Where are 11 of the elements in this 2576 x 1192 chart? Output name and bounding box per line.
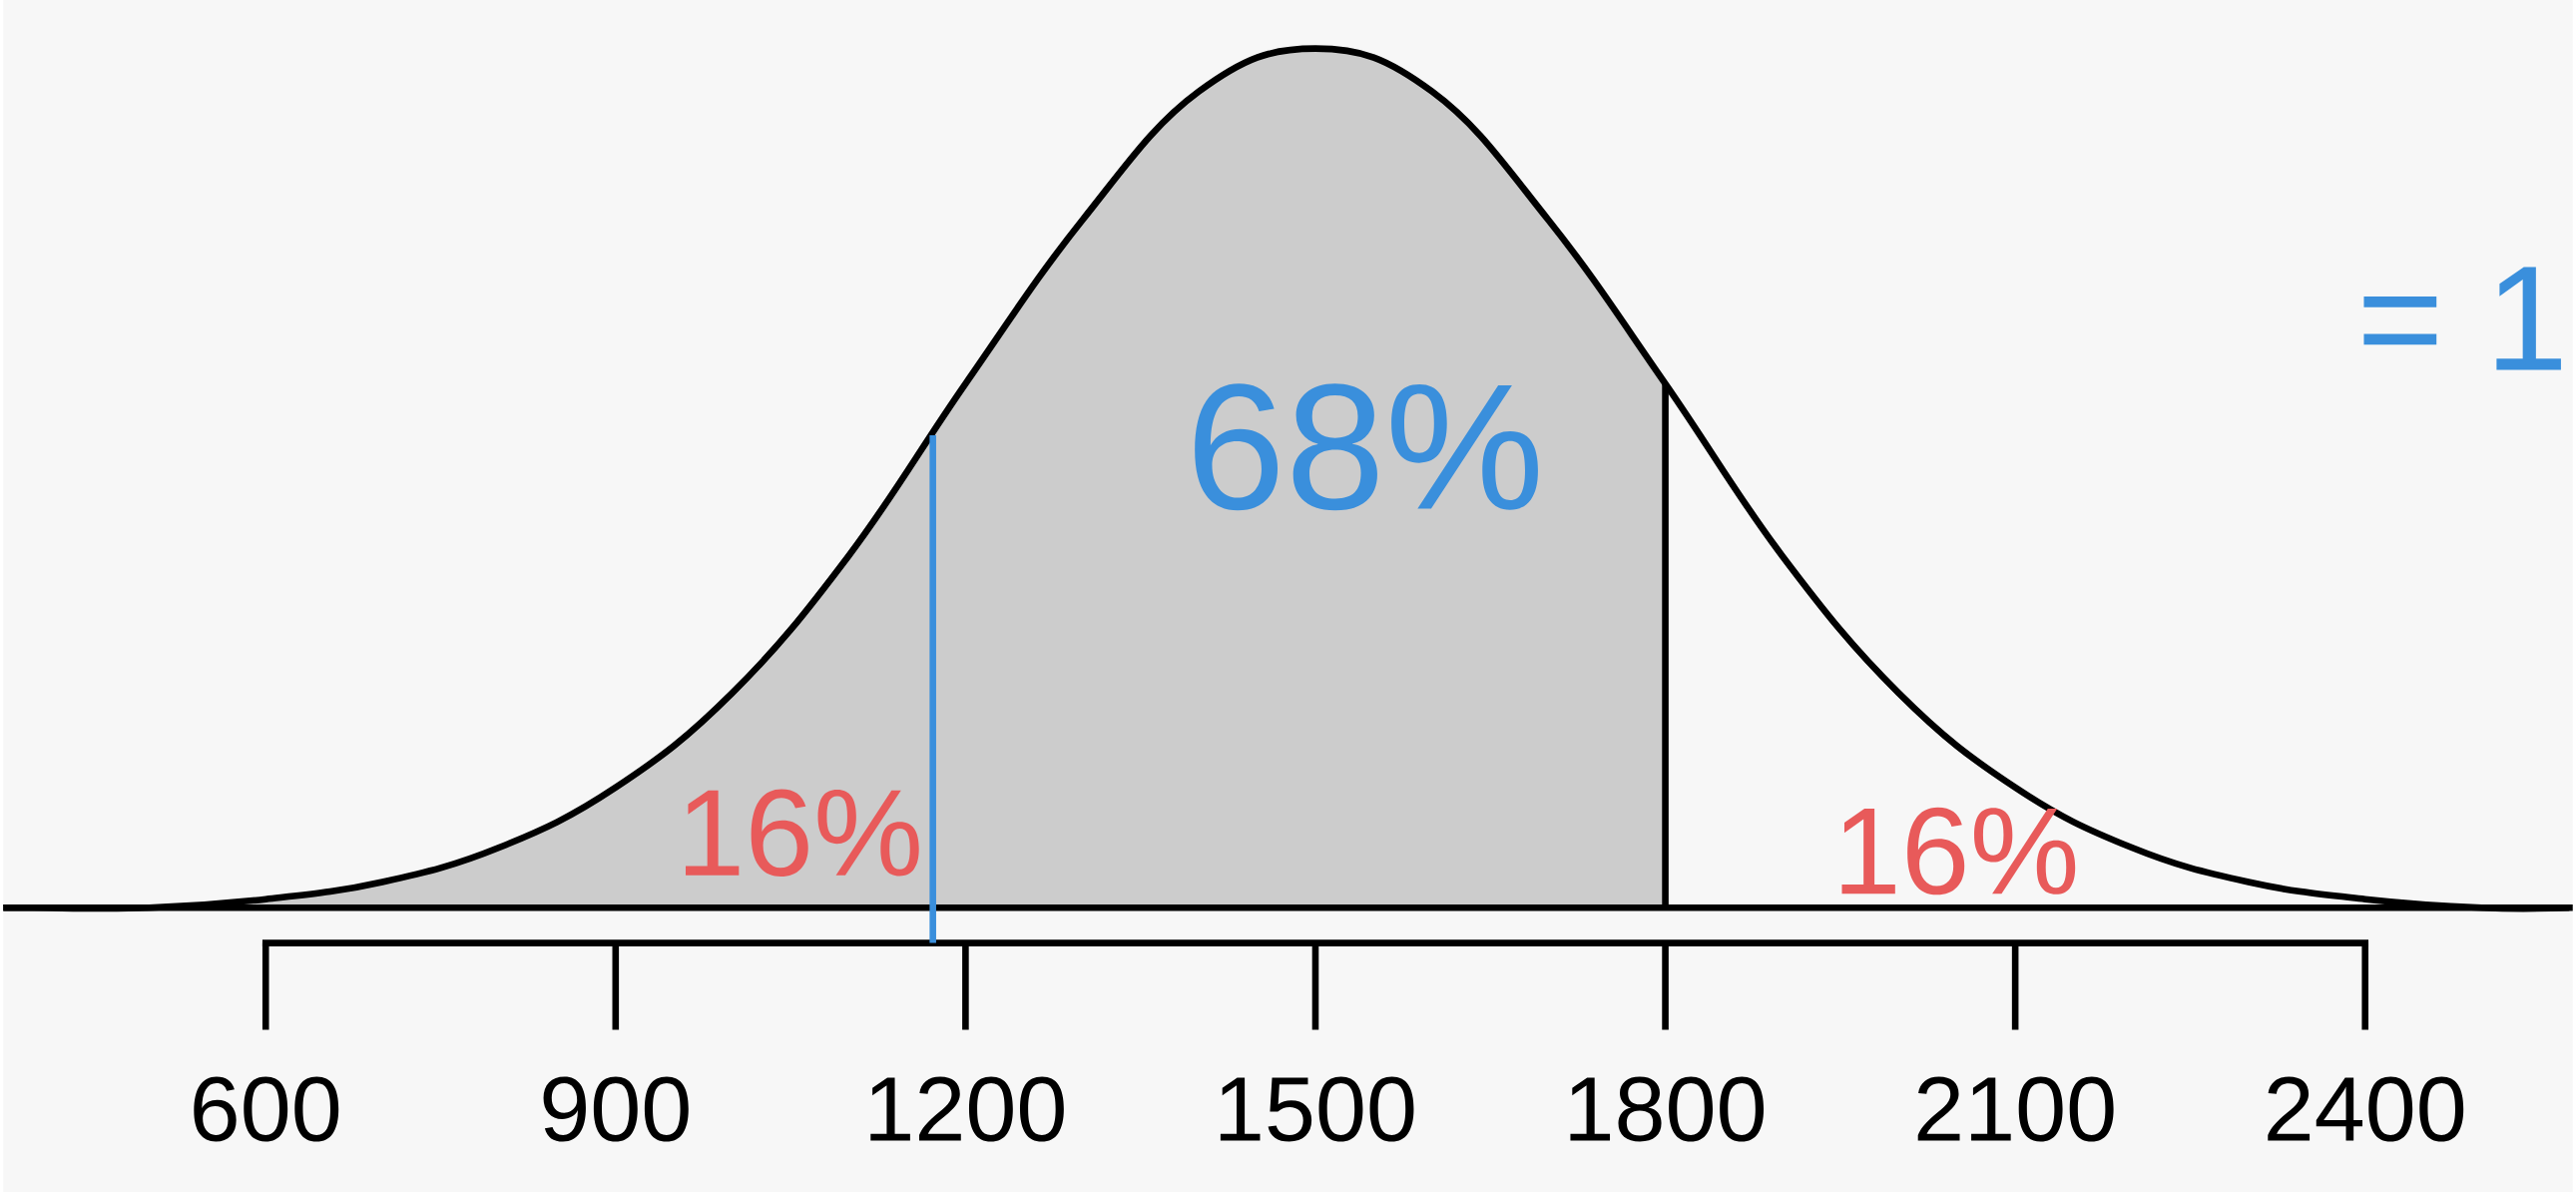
- annotation: 16%: [1841, 807, 2076, 895]
- x-tick-label: 2400: [2268, 1076, 2464, 1142]
- x-tick-label: 1200: [870, 1076, 1064, 1142]
- annotation: = 1: [2363, 267, 2561, 370]
- x-tick-label: 2100: [1917, 1076, 2114, 1142]
- x-tick-label: 600: [194, 1076, 339, 1142]
- annotation: 68%: [1195, 383, 1538, 511]
- x-tick-label: 1500: [1220, 1076, 1414, 1142]
- annotation: 16%: [686, 789, 919, 877]
- x-tick-label: 1800: [1570, 1076, 1765, 1142]
- x-tick-label: 900: [543, 1076, 689, 1142]
